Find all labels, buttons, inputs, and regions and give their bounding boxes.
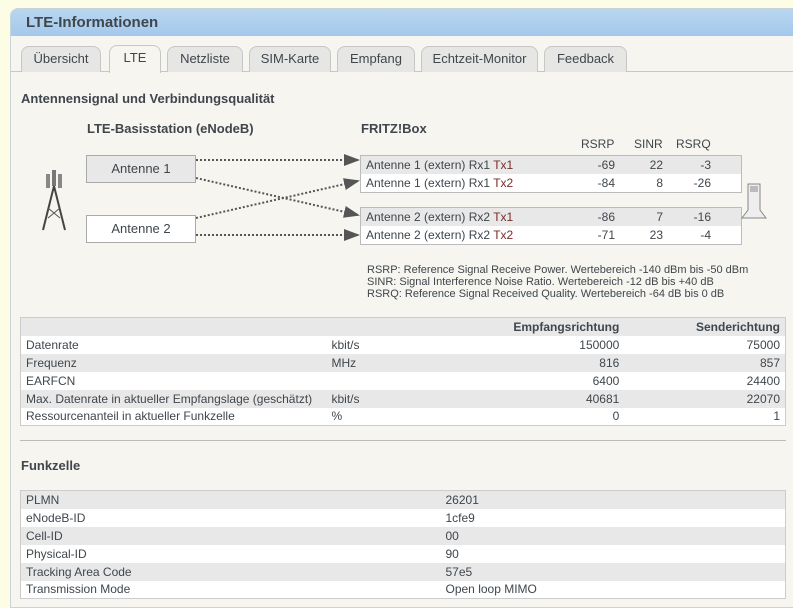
station-title: LTE-Basisstation (eNodeB): [87, 121, 254, 136]
signal-row: Antenne 1 (extern) Rx1 Tx1 -69 22 -3: [361, 156, 741, 174]
section-title-funkzelle: Funkzelle: [21, 458, 81, 473]
signal-row: Antenne 1 (extern) Rx1 Tx2 -84 8 -26: [361, 174, 741, 192]
fritzbox-title: FRITZ!Box: [361, 121, 427, 136]
tab-bar: Übersicht LTE Netzliste SIM-Karte Empfan…: [11, 44, 793, 73]
lte-info-panel: LTE-Informationen Übersicht LTE Netzlist…: [10, 8, 793, 608]
fritzbox-device-icon: [741, 183, 767, 219]
table-row: EARFCN 6400 24400: [20, 371, 786, 390]
signal-table-antenna-2: Antenne 2 (extern) Rx2 Tx1 -86 7 -16 Antenn…: [360, 207, 742, 245]
table-row: Max. Datenrate in aktueller Empfangslage…: [20, 389, 786, 408]
col-rsrq: RSRQ: [676, 137, 711, 151]
legend-rsrp: RSRP: Reference Signal Receive Power. We…: [367, 264, 749, 276]
page-title: LTE-Informationen: [11, 9, 793, 36]
antenna-1-box: Antenne 1: [86, 155, 196, 183]
section-divider: [20, 440, 786, 441]
tab-sim-karte[interactable]: SIM-Karte: [249, 46, 331, 72]
table-row: PLMN 26201: [20, 490, 786, 509]
table-row: eNodeB-ID 1cfe9: [20, 508, 786, 527]
table-row: Frequenz MHz 816 857: [20, 353, 786, 372]
col-sinr: SINR: [634, 137, 663, 151]
table-row: Transmission Mode Open loop MIMO: [20, 580, 786, 599]
header-empfang: Empfangsrichtung: [513, 319, 620, 334]
antenna-connection-lines: [196, 154, 360, 241]
signal-legend: RSRP: Reference Signal Receive Power. We…: [367, 264, 748, 300]
tab-echtzeit-monitor[interactable]: Echtzeit-Monitor: [421, 46, 538, 72]
signal-table-antenna-1: Antenne 1 (extern) Rx1 Tx1 -69 22 -3 Antenn…: [360, 155, 742, 193]
table-row: Physical-ID 90: [20, 544, 786, 563]
cell-tower-icon: [42, 170, 66, 231]
cell-info-table: PLMN 26201 eNodeB-ID 1cfe9 Cell-ID 00 Physi…: [20, 490, 786, 599]
col-rsrp: RSRP: [581, 137, 615, 151]
data-rate-table: Empfangsrichtung Senderichtung Datenrate k…: [20, 317, 786, 426]
signal-row: Antenne 2 (extern) Rx2 Tx2 -71 23 -4: [361, 226, 741, 244]
table-row: Datenrate kbit/s 150000 75000: [20, 335, 786, 354]
legend-rsrq: RSRQ: Reference Signal Received Quality.…: [367, 288, 725, 300]
table-row: Ressourcenanteil in aktueller Funkzelle%…: [20, 407, 786, 426]
tab-feedback[interactable]: Feedback: [544, 46, 627, 72]
section-title-antenna: Antennensignal und Verbindungsqualität: [21, 91, 275, 106]
tab-uebersicht[interactable]: Übersicht: [21, 46, 101, 72]
tab-netzliste[interactable]: Netzliste: [167, 46, 243, 72]
header-sende: Senderichtung: [695, 319, 780, 334]
table-row: Tracking Area Code 57e5: [20, 562, 786, 581]
tab-empfang[interactable]: Empfang: [337, 46, 415, 72]
antenna-2-box: Antenne 2: [86, 215, 196, 243]
signal-row: Antenne 2 (extern) Rx2 Tx1 -86 7 -16: [361, 208, 741, 226]
tab-lte[interactable]: LTE: [109, 45, 161, 73]
table-row: Cell-ID 00: [20, 526, 786, 545]
legend-sinr: SINR: Signal Interference Noise Ratio. W…: [367, 276, 714, 288]
